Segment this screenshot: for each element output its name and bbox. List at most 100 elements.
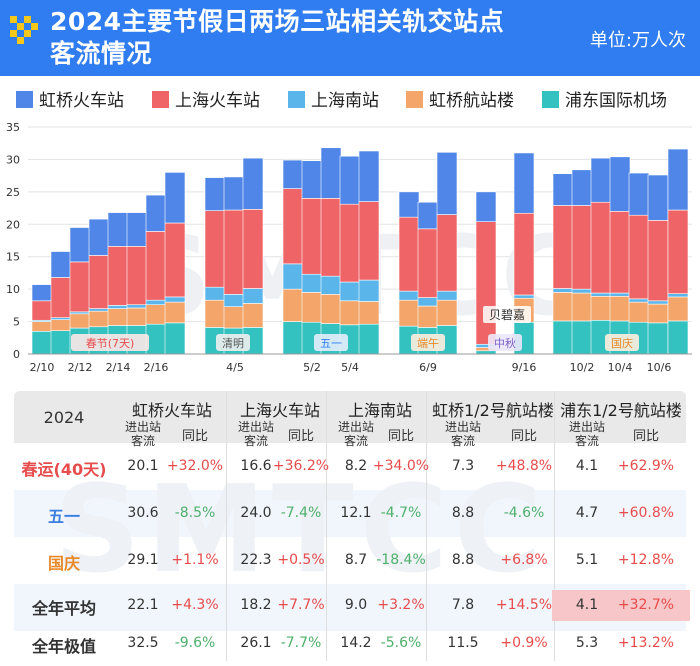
bar-segment [282,321,304,355]
bar-segment [301,292,323,323]
bar-segment [282,188,304,265]
cell-flow-value: 8.2 [344,457,368,474]
x-tick-label: 2/16 [144,361,169,374]
cell-flow-value: 22.3 [240,551,272,568]
annotation-label: 贝碧嘉 [489,308,525,322]
bar-segment [552,205,574,289]
bar-segment [647,220,669,302]
bar-segment [50,319,72,331]
column-divider [226,391,227,661]
cell-flow-value: 32.5 [127,635,159,651]
bar-segment [320,198,342,277]
cell-yoy-value: +36.2% [272,457,330,474]
bar-segment [358,301,380,325]
bar-segment [358,150,380,202]
column-header: 虹桥1/2号航站楼 [432,401,554,420]
cell-flow-value: 4.1 [575,457,599,474]
y-tick-label: 15 [6,251,20,264]
bar-segment [571,320,593,355]
bar-segment [223,209,245,295]
bar-segment [628,172,650,216]
column-divider [326,391,327,661]
legend-swatch [542,91,559,108]
cell-flow-value: 8.7 [344,551,368,568]
group-label: 中秋 [494,336,516,350]
bar-segment [145,304,167,325]
bar-segment [513,152,535,214]
group-label: 五一 [320,337,342,350]
bar-segment [339,155,361,205]
bar-segment [358,279,380,302]
legend-item-pudong-airport: 浦东国际机场 [542,86,667,111]
column-header: 上海南站 [347,401,412,420]
cell-yoy-value: +13.2% [617,635,675,651]
bar-segment [242,209,264,289]
bar-segment [282,263,304,290]
bar-segment [204,286,226,301]
cell-yoy-value: -4.6% [503,504,545,521]
cell-flow-value: 26.1 [240,635,272,651]
cell-flow-value: 4.7 [575,504,599,521]
highlight-cell [552,590,690,621]
bar-segment [609,292,631,297]
bar-segment [320,147,342,199]
bar-segment [358,323,380,355]
bar-segment [282,288,304,322]
legend-item-shanghai-station: 上海火车站 [152,86,260,111]
bar-segment [69,261,91,313]
group-label-bg [216,334,250,351]
bar-segment [164,222,186,298]
bar-segment [552,292,574,322]
sub-header-flow-line1: 进出站 [444,420,481,434]
cell-yoy-value: +4.3% [171,596,219,613]
bar-segment [628,298,650,303]
cell-yoy-value: +6.8% [500,551,548,568]
group-label: 国庆 [611,336,633,350]
sub-header-yoy: 同比 [287,429,314,444]
cell-yoy-value: +32.0% [166,457,224,474]
x-tick-label: 2/14 [106,361,131,374]
cell-yoy-value: -8.5% [174,504,216,521]
cell-yoy-value: -18.4% [376,551,426,568]
bar-segment [417,228,439,298]
bar-segment [436,299,458,326]
bar-segment [398,290,420,301]
y-tick-label: 20 [6,218,20,231]
bar-segment [107,246,129,306]
bar-segment [164,322,186,355]
sub-header-flow-line2: 客流 [343,434,368,448]
bar-segment [647,322,669,355]
cell-flow-value: 8.8 [451,504,475,521]
bar-segment [31,321,53,332]
column-header: 浦东1/2号航站楼 [560,401,682,420]
sub-header-yoy: 同比 [181,429,208,444]
bar-segment [667,293,689,298]
y-tick-label: 35 [6,121,20,134]
bar-segment [339,281,361,302]
cell-flow-value: 29.1 [127,551,159,568]
y-tick-label: 10 [6,283,20,296]
bar-segment [301,198,323,275]
x-tick-label: 5/2 [303,361,321,374]
cell-yoy-value: -9.6% [174,635,216,651]
cell-yoy-value: +12.8% [617,551,675,568]
x-tick-label: 10/2 [570,361,595,374]
bar-segment [50,277,72,318]
stacked-bar-chart: 05101520253035SMTCC春节(7天)清明五一端午中秋国庆贝碧嘉2/… [6,121,692,374]
cell-flow-value: 7.3 [451,457,475,474]
sub-header-flow-line2: 客流 [130,434,155,448]
bar-segment [242,157,264,210]
cell-yoy-value: +0.5% [277,551,325,568]
bar-segment [398,191,420,218]
bar-segment [31,331,53,355]
bar-segment [223,176,245,211]
cell-flow-value: 5.3 [575,635,599,651]
cell-yoy-value: +48.8% [495,457,553,474]
cell-flow-value: 4.1 [575,596,599,613]
bar-segment [667,209,689,294]
column-divider [554,391,555,661]
sub-header-flow-line2: 客流 [450,434,475,448]
group-label-bg [71,334,149,351]
sub-header-flow-line2: 客流 [574,434,599,448]
bar-segment [571,169,593,206]
